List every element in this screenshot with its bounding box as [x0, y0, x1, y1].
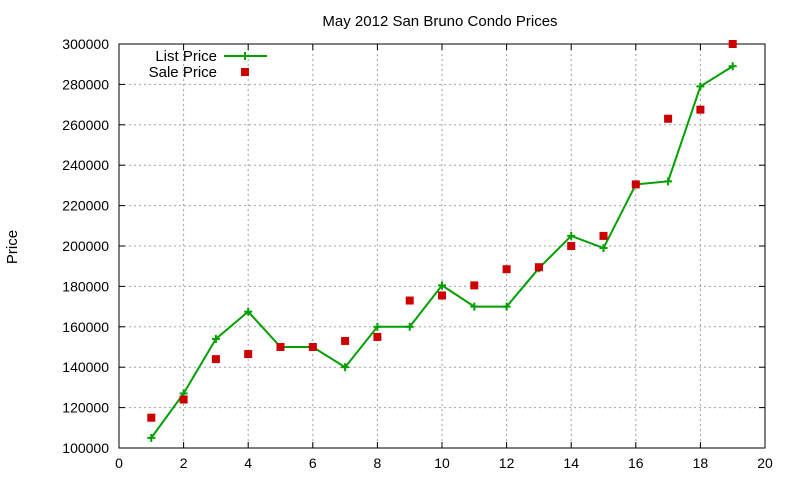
series-sale-price	[147, 40, 737, 422]
list-price-point	[244, 307, 253, 316]
list-price-point	[405, 322, 414, 331]
list-price-line	[150, 65, 734, 439]
legend-marker	[241, 52, 249, 60]
y-axis-label: Price	[4, 230, 21, 264]
x-tick-label: 20	[757, 455, 773, 471]
list-price-point	[470, 302, 479, 311]
y-tick-label: 260000	[62, 117, 109, 133]
list-price-point	[211, 334, 220, 343]
sale-price-point	[179, 395, 188, 404]
legend-label: Sale Price	[149, 64, 217, 81]
sale-price-point	[631, 180, 640, 189]
sale-price-point	[664, 114, 673, 123]
sale-price-point	[405, 296, 414, 305]
y-tick-label: 120000	[62, 400, 109, 416]
list-price-point	[696, 82, 705, 91]
x-tick-label: 2	[180, 455, 188, 471]
list-price-point	[341, 363, 350, 372]
y-tick-label: 160000	[62, 319, 109, 335]
list-price-point	[502, 302, 511, 311]
axis-ticks: 0 2 4 6 8 10 12 14 16 18 20 100000 120000 140000 16000…	[62, 36, 773, 471]
sale-price-point	[599, 231, 608, 240]
list-price-point	[728, 62, 737, 71]
chart-title: May 2012 San Bruno Condo Prices	[322, 13, 557, 30]
sale-price-point	[276, 343, 285, 351]
sale-price-point	[696, 105, 705, 114]
legend-marker	[241, 68, 249, 76]
x-tick-label: 14	[563, 455, 579, 471]
y-tick-label: 200000	[62, 238, 109, 254]
sale-price-point	[341, 336, 350, 345]
list-price-point	[567, 231, 576, 240]
sale-price-point	[438, 291, 446, 300]
list-price-point	[373, 322, 382, 331]
legend-label: List Price	[155, 48, 217, 65]
x-tick-label: 10	[434, 455, 450, 471]
x-tick-label: 4	[244, 455, 252, 471]
list-price-point	[147, 433, 156, 442]
series-layer	[147, 40, 737, 442]
x-tick-label: 18	[693, 455, 709, 471]
x-tick-label: 16	[628, 455, 644, 471]
sale-price-point	[470, 281, 479, 290]
sale-price-point	[567, 242, 576, 250]
sale-price-point	[244, 350, 253, 359]
sale-price-point	[534, 263, 543, 272]
y-tick-label: 100000	[62, 440, 109, 456]
sale-price-point	[308, 343, 317, 351]
list-price-point	[438, 281, 446, 290]
x-tick-label: 8	[374, 455, 382, 471]
sale-price-point	[502, 265, 511, 274]
x-tick-label: 12	[499, 455, 515, 471]
sale-price-point	[373, 332, 382, 341]
sale-price-point	[211, 355, 220, 364]
y-tick-label: 140000	[62, 359, 109, 375]
y-tick-label: 300000	[62, 36, 109, 52]
sale-price-point	[147, 413, 156, 422]
y-tick-label: 220000	[62, 198, 109, 214]
grid-lines	[119, 44, 765, 448]
y-tick-label: 240000	[62, 157, 109, 173]
x-tick-label: 0	[115, 455, 123, 471]
y-tick-label: 280000	[62, 76, 109, 92]
y-tick-label: 180000	[62, 278, 109, 294]
sale-price-point	[728, 40, 737, 48]
list-price-point	[664, 177, 673, 186]
x-tick-label: 6	[309, 455, 317, 471]
list-price-point	[599, 244, 608, 253]
